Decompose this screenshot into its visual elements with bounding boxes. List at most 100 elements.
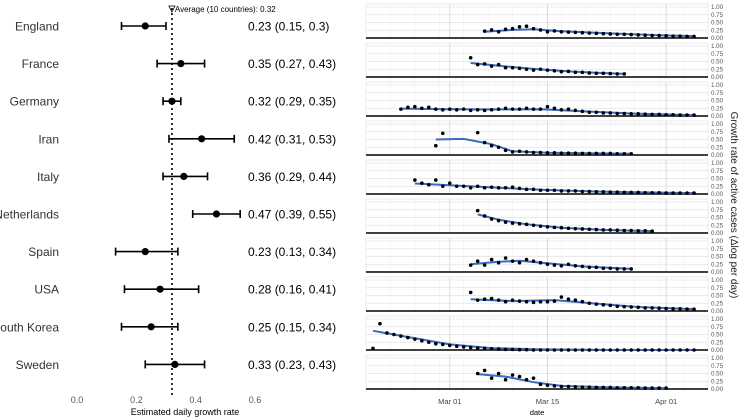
data-point [447,343,452,348]
data-point [636,190,641,195]
growth-rate-panels: 0.000.250.500.751.000.000.250.500.751.00… [365,3,739,417]
data-point [531,150,536,155]
y-tick-label: 1.00 [711,82,724,89]
data-point [531,376,536,380]
data-point [580,70,585,75]
x-axis-title: date [530,408,545,417]
estimate-point [156,285,164,293]
data-point [587,189,592,194]
data-point [524,24,529,29]
y-tick-label: 0.25 [711,66,724,73]
data-point [573,226,578,231]
data-point [566,189,571,193]
forest-row: Sweden 0.33 (0.23, 0.43) [16,358,336,372]
estimate-label: 0.23 (0.15, 0.3) [248,20,329,34]
data-point [503,377,508,382]
country-label: Italy [37,170,59,184]
data-point [489,376,494,380]
y-tick-label: 1.00 [711,277,724,284]
data-point [573,298,578,302]
data-point [559,384,564,389]
y-tick-label: 0.00 [711,35,724,42]
data-point [643,229,647,233]
y-tick-label: 1.00 [711,43,724,50]
data-point [517,186,522,191]
data-point [545,68,550,72]
country-label: Germany [10,95,59,109]
data-point [664,112,668,117]
data-point [608,266,613,271]
smoother-line [470,62,625,75]
forest-row: England 0.23 (0.15, 0.3) [15,20,329,34]
y-tick-label: 1.00 [711,316,724,323]
data-point [608,151,613,156]
data-point [657,306,661,311]
y-tick-label: 0.25 [711,144,724,151]
data-point [601,31,606,36]
data-point [496,347,501,351]
data-point [559,295,564,299]
data-point [524,150,529,154]
data-point [531,300,536,305]
country-label: Spain [28,245,59,259]
data-point [566,226,571,231]
data-point [503,148,508,153]
y-tick-label: 1.00 [711,4,724,11]
data-point [636,385,641,390]
data-point [573,70,578,75]
data-point [629,267,634,271]
data-point [587,110,592,115]
data-point [406,335,410,340]
data-point [671,348,675,352]
estimate-label: 0.28 (0.16, 0.41) [248,283,336,297]
data-point [475,298,480,302]
data-point [489,296,494,301]
data-point [587,31,592,35]
data-point [629,32,634,37]
data-point [538,299,543,304]
data-point [489,64,494,68]
data-point [503,27,508,32]
data-point [545,299,550,304]
data-point [510,221,515,225]
y-tick-label: 0.25 [711,222,724,229]
data-point [608,32,613,36]
data-point [440,108,445,112]
data-point [482,186,487,190]
data-point [650,33,654,38]
y-tick-label: 0.50 [711,176,724,183]
estimate-point [147,323,155,331]
data-point [545,151,550,155]
data-point [643,190,647,195]
y-tick-label: 1.00 [711,238,724,245]
data-point [608,71,613,76]
data-point [566,297,571,302]
y-tick-label: 0.50 [711,254,724,261]
data-point [671,307,675,311]
y-tick-label: 1.00 [711,121,724,128]
data-point [531,348,536,352]
estimate-label: 0.32 (0.29, 0.35) [248,95,336,109]
data-point [489,28,494,32]
data-point [503,347,508,352]
data-point [447,181,452,185]
estimate-label: 0.42 (0.31, 0.53) [248,132,336,146]
data-point [552,299,557,303]
data-point [413,178,417,182]
data-point [594,348,599,352]
data-point [629,348,634,352]
data-point [622,385,627,390]
data-point [399,334,403,338]
data-point [629,151,634,156]
data-point [650,190,654,195]
data-point [559,225,564,230]
data-point [678,348,682,352]
y-tick-label: 0.50 [711,20,724,27]
data-point [545,348,550,352]
data-point [475,108,480,112]
data-point [524,257,529,262]
y-tick-label: 0.25 [711,300,724,307]
data-point [552,106,557,111]
data-point [622,348,627,352]
data-point [685,348,689,352]
